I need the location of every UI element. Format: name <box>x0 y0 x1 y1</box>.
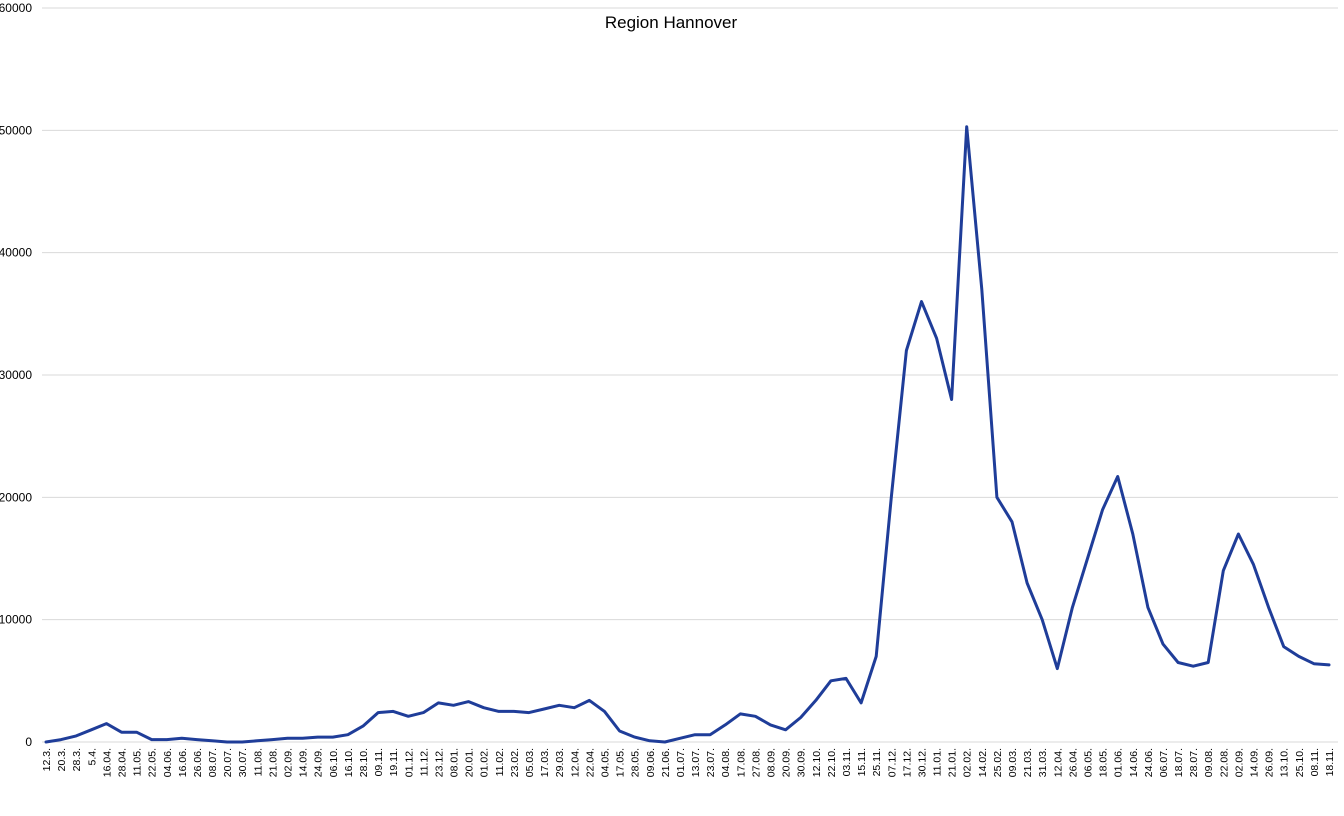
series-line <box>44 125 1331 744</box>
x-tick-label: 17.05. <box>615 748 627 777</box>
x-tick-label: 06.07. <box>1158 748 1170 777</box>
x-tick-label: 12.10. <box>811 748 823 777</box>
x-tick-label: 12.04. <box>569 748 581 777</box>
x-tick-label: 16.06. <box>177 748 189 777</box>
x-tick-label: 13.10. <box>1279 748 1291 777</box>
x-tick-label: 20.09. <box>781 748 793 777</box>
x-tick-label: 28.04. <box>116 748 128 777</box>
x-tick-label: 25.11. <box>871 748 883 776</box>
x-tick-label: 22.10. <box>826 748 838 777</box>
x-tick-label: 22.05. <box>147 748 159 777</box>
x-tick-label: 03.11. <box>841 748 853 776</box>
x-tick-label: 28.10. <box>358 748 370 777</box>
y-tick-label: 0 <box>25 735 32 749</box>
x-tick-label: 08.07. <box>207 748 219 777</box>
x-tick-label: 06.05. <box>1082 748 1094 777</box>
x-tick-label: 22.08. <box>1218 748 1230 777</box>
x-tick-label: 26.06. <box>192 748 204 777</box>
x-tick-label: 30.12. <box>916 748 928 777</box>
x-tick-label: 11.01. <box>932 748 944 776</box>
x-tick-label: 04.08. <box>720 748 732 777</box>
y-tick-label: 30000 <box>0 368 32 382</box>
x-tick-label: 20.3. <box>56 748 68 771</box>
x-tick-label: 28.05. <box>630 748 642 777</box>
x-tick-label: 01.07. <box>675 748 687 777</box>
x-tick-label: 23.07. <box>705 748 717 777</box>
x-tick-label: 16.04. <box>101 748 113 777</box>
x-tick-label: 19.11. <box>388 748 400 776</box>
x-tick-label: 12.3. <box>41 748 53 771</box>
x-tick-label: 05.03. <box>524 748 536 777</box>
x-tick-label: 08.09. <box>766 748 778 777</box>
x-tick-label: 09.06. <box>645 748 657 777</box>
x-tick-label: 01.02. <box>479 748 491 777</box>
x-tick-label: 02.09. <box>283 748 295 777</box>
x-tick-label: 25.02. <box>992 748 1004 777</box>
x-tick-label: 23.02. <box>509 748 521 777</box>
x-tick-label: 30.09. <box>796 748 808 777</box>
y-tick-label: 10000 <box>0 613 32 627</box>
x-tick-label: 11.05. <box>132 748 144 776</box>
x-tick-label: 21.08. <box>267 748 279 777</box>
x-tick-label: 24.09. <box>313 748 325 777</box>
x-tick-label: 18.07. <box>1173 748 1185 777</box>
x-tick-label: 28.07. <box>1188 748 1200 777</box>
x-tick-label: 11.08. <box>252 748 264 776</box>
x-tick-label: 21.03. <box>1022 748 1034 777</box>
x-tick-label: 02.09. <box>1233 748 1245 777</box>
x-tick-label: 11.02. <box>494 748 506 776</box>
x-tick-label: 14.09. <box>1249 748 1261 777</box>
x-tick-label: 04.05. <box>599 748 611 777</box>
x-tick-label: 20.01. <box>464 748 476 777</box>
x-tick-label: 21.06. <box>660 748 672 777</box>
x-tick-label: 17.03. <box>539 748 551 777</box>
x-tick-label: 06.10. <box>328 748 340 777</box>
y-tick-label: 50000 <box>0 123 32 137</box>
x-tick-label: 13.07. <box>690 748 702 777</box>
y-tick-label: 60000 <box>0 1 32 15</box>
x-tick-label: 15.11. <box>856 748 868 776</box>
x-tick-label: 16.10. <box>343 748 355 777</box>
x-tick-label: 22.04. <box>584 748 596 777</box>
x-tick-label: 11.12. <box>418 748 430 776</box>
x-tick-label: 08.11. <box>1309 748 1321 776</box>
x-tick-label: 01.06. <box>1113 748 1125 777</box>
x-tick-label: 29.03. <box>554 748 566 777</box>
x-tick-label: 17.12. <box>901 748 913 777</box>
x-tick-label: 14.06. <box>1128 748 1140 777</box>
x-tick-label: 14.09. <box>298 748 310 777</box>
x-tick-label: 04.06. <box>162 748 174 777</box>
x-tick-label: 25.10. <box>1294 748 1306 777</box>
y-tick-label: 20000 <box>0 490 32 504</box>
x-tick-label: 26.04. <box>1067 748 1079 777</box>
x-tick-label: 5.4. <box>86 748 98 766</box>
x-tick-label: 31.03. <box>1037 748 1049 777</box>
x-tick-label: 21.01. <box>947 748 959 777</box>
x-tick-label: 12.04. <box>1052 748 1064 777</box>
x-tick-label: 17.08. <box>735 748 747 777</box>
x-tick-label: 23.12. <box>433 748 445 777</box>
x-tick-label: 24.06. <box>1143 748 1155 777</box>
x-tick-label: 18.05. <box>1098 748 1110 777</box>
y-tick-label: 40000 <box>0 246 32 260</box>
x-tick-label: 02.02. <box>962 748 974 777</box>
x-tick-label: 09.08. <box>1203 748 1215 777</box>
x-tick-label: 20.07. <box>222 748 234 777</box>
x-tick-label: 27.08. <box>750 748 762 777</box>
chart-title: Region Hannover <box>605 13 738 32</box>
x-tick-label: 01.12. <box>403 748 415 777</box>
x-tick-label: 07.12. <box>886 748 898 777</box>
x-tick-label: 28.3. <box>71 748 83 771</box>
x-tick-label: 26.09. <box>1264 748 1276 777</box>
x-tick-label: 09.03. <box>1007 748 1019 777</box>
x-tick-label: 09.11. <box>373 748 385 776</box>
x-tick-label: 08.01. <box>449 748 461 777</box>
x-tick-label: 18.11. <box>1324 748 1336 776</box>
x-tick-label: 30.07. <box>237 748 249 777</box>
x-tick-label: 14.02. <box>977 748 989 777</box>
